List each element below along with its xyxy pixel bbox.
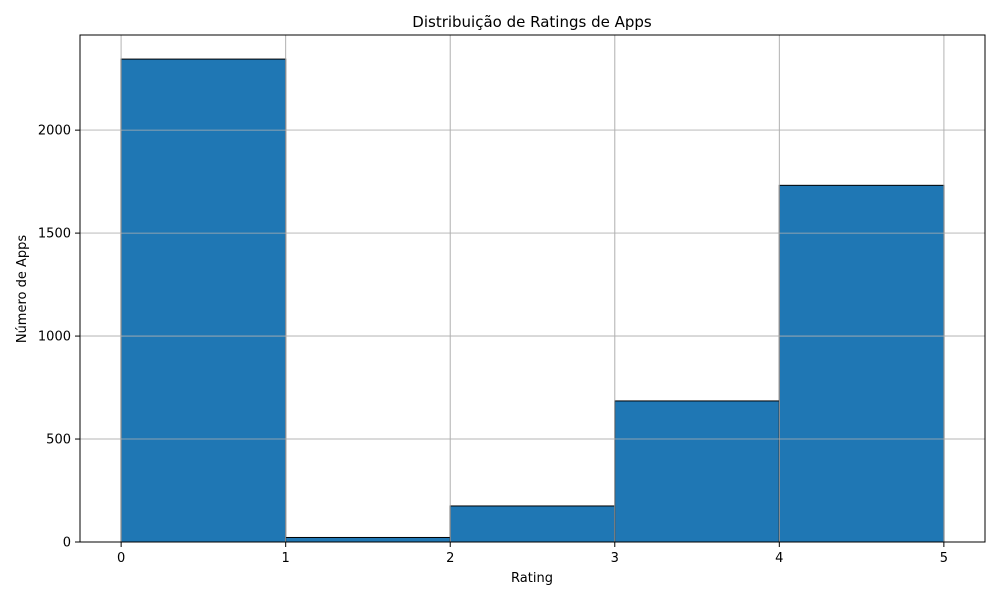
x-tick-label: 0 bbox=[117, 551, 125, 566]
axes: 0 1 2 3 4 5 0 500 1000 1500 2000 bbox=[38, 34, 986, 566]
x-tick-label: 2 bbox=[446, 551, 454, 566]
bars bbox=[80, 35, 985, 543]
histogram-bar bbox=[614, 400, 780, 543]
y-tick-label: 500 bbox=[46, 433, 71, 448]
y-tick-label: 2000 bbox=[38, 124, 71, 139]
y-tick-label: 0 bbox=[63, 536, 71, 551]
x-axis-label: Rating bbox=[511, 571, 553, 586]
histogram-bar bbox=[449, 505, 616, 543]
x-tick-label: 5 bbox=[940, 551, 948, 566]
y-tick-label: 1000 bbox=[38, 330, 71, 345]
histogram-bar bbox=[285, 536, 451, 543]
chart-title: Distribuição de Ratings de Apps bbox=[412, 13, 652, 31]
y-axis-label: Número de Apps bbox=[15, 235, 30, 344]
x-tick-label: 4 bbox=[775, 551, 783, 566]
x-tick-label: 3 bbox=[611, 551, 619, 566]
plot-frame bbox=[79, 34, 986, 543]
histogram-bar bbox=[120, 58, 287, 543]
y-tick-label: 1500 bbox=[38, 227, 71, 242]
histogram-bar bbox=[778, 184, 945, 543]
x-tick-label: 1 bbox=[282, 551, 290, 566]
